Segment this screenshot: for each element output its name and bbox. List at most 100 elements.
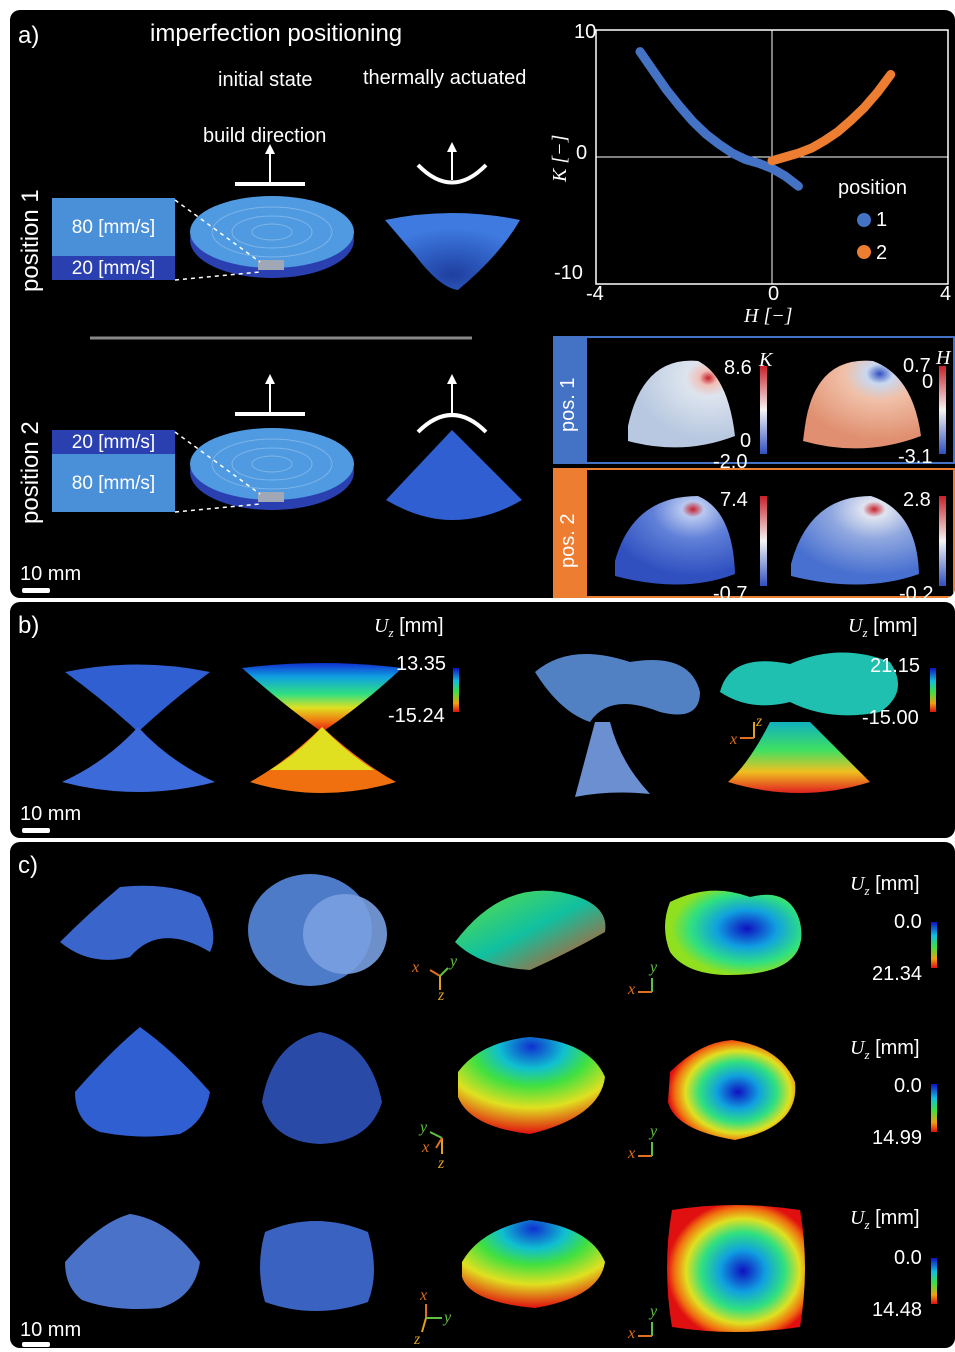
c-row1-uz-label: Uz [mm] — [850, 873, 920, 898]
series-2-point — [835, 128, 841, 135]
c-r2-side-y: y — [420, 1119, 428, 1136]
c-r3-side-x: x — [420, 1287, 428, 1304]
y-tick-10: 10 — [574, 21, 597, 43]
series-1-point — [729, 150, 736, 157]
row2-speed-fast: 80 [mm/s] — [71, 473, 156, 494]
pos2-h-shell — [791, 496, 919, 585]
row2-speed-slow: 20 [mm/s] — [71, 432, 156, 453]
pos1-h-max: 0.7 — [903, 355, 931, 377]
legend-marker-1 — [857, 213, 871, 227]
b-left-max: 13.35 — [396, 653, 447, 675]
pos1-h-symbol: H — [936, 347, 951, 369]
c-r2-top-y: y — [650, 1123, 658, 1140]
panel-a-title: imperfection positioning — [150, 20, 403, 47]
panel-a-label: a) — [18, 22, 40, 49]
row1-layer-fast — [52, 198, 175, 256]
pos1-k-max: 8.6 — [724, 357, 752, 379]
chart-marks — [596, 30, 948, 284]
c-r1-top-x: x — [628, 981, 636, 998]
c-row1-photo-side — [60, 885, 214, 960]
pos1-k-colorbar — [760, 366, 767, 454]
panel-a-scale-bar — [22, 588, 50, 593]
c-r1-side-z: z — [438, 987, 445, 1004]
series-2-point — [795, 150, 802, 157]
y-tick-neg10: -10 — [554, 262, 583, 284]
c-row2-bottom-value: 14.99 — [872, 1127, 923, 1149]
c-row3-uz-label: Uz [mm] — [850, 1207, 920, 1232]
pos1-tag — [553, 336, 585, 464]
c-r3-top-x: x — [628, 1325, 636, 1342]
series-1-band — [635, 47, 803, 191]
c-row2-colorbar — [931, 1084, 937, 1132]
c-row2-photo-top — [262, 1032, 382, 1144]
pos1-k-zero: 0 — [740, 430, 752, 452]
series-1-point — [716, 141, 723, 148]
c-row2-uz-label: Uz [mm] — [850, 1037, 920, 1062]
b-axis-x: x — [730, 731, 738, 748]
panel-a-illustration — [90, 142, 522, 520]
row1-speed-fast: 80 [mm/s] — [71, 217, 156, 238]
c-row3-photo-side — [65, 1214, 200, 1309]
series-1-point — [689, 118, 696, 125]
pos1-h-shell — [803, 360, 921, 449]
c-r3-top-y: y — [650, 1303, 658, 1320]
panel-c-label: c) — [18, 852, 38, 879]
series-1-point — [637, 48, 643, 55]
series-2-point — [821, 137, 828, 144]
panel-b-scale-bar — [22, 828, 50, 833]
c-axis-triads — [421, 967, 653, 1337]
b-left-uz-label: Uz [mm] — [374, 615, 444, 640]
c-row1-bottom-value: 21.34 — [872, 963, 923, 985]
series-1-point — [663, 86, 670, 93]
pos2-h-max: 2.8 — [903, 489, 931, 511]
panel-b-label: b) — [18, 612, 40, 639]
b-right-max: 21.15 — [870, 655, 921, 677]
b-left-min: -15.24 — [388, 705, 445, 727]
pos1-k-shell — [628, 360, 735, 448]
c-r1-side-y: y — [450, 953, 458, 970]
pos1-h-zero: 0 — [922, 371, 934, 393]
row2-actuated-shell — [386, 374, 522, 520]
legend-label-2: 2 — [876, 242, 888, 264]
pos1-h-min: -3.1 — [898, 446, 933, 468]
x-tick-neg4: -4 — [586, 283, 604, 305]
pos2-h-colorbar — [939, 496, 946, 586]
series-1-point — [795, 183, 802, 190]
pos2-k-min: -0.7 — [713, 583, 748, 598]
c-row3-sim-top — [667, 1205, 805, 1332]
series-2-point — [808, 145, 815, 152]
pos1-h-colorbar — [939, 366, 946, 454]
c-row3-bottom-value: 14.48 — [872, 1299, 923, 1321]
b-right-colorbar — [930, 668, 936, 712]
legend-label-1: 1 — [876, 209, 888, 231]
row1-disc — [174, 196, 354, 281]
x-tick-4: 4 — [940, 283, 952, 305]
c-r3-side-y: y — [444, 1309, 452, 1326]
series-1-point — [703, 131, 709, 138]
row1-speed-slow: 20 [mm/s] — [71, 258, 156, 279]
c-row3-photo-top — [260, 1221, 374, 1311]
pos1-k-symbol: K — [759, 349, 773, 371]
c-row3-sim-side — [462, 1220, 605, 1308]
series-2-point — [861, 104, 868, 111]
legend-marker-2 — [857, 245, 871, 259]
c-row2-top-value: 0.0 — [894, 1075, 922, 1097]
b-right-min: -15.00 — [862, 707, 919, 729]
x-tick-0: 0 — [768, 283, 780, 305]
legend-title: position — [838, 177, 907, 199]
c-r2-side-x: x — [422, 1139, 430, 1156]
series-2-point — [769, 157, 775, 164]
pos2-k-max: 7.4 — [720, 489, 748, 511]
row2-disc — [174, 428, 354, 513]
c-row1-sim-top — [665, 890, 802, 976]
build-direction-label: build direction — [203, 125, 327, 147]
b-right-uz-label: Uz [mm] — [848, 615, 918, 640]
series-1-point — [650, 67, 657, 74]
panel-b-illustration — [62, 652, 936, 797]
c-row3-colorbar — [931, 1258, 937, 1304]
b-photo-twisted — [535, 654, 700, 797]
c-row2-sim-top — [668, 1040, 796, 1140]
y-tick-0: 0 — [576, 142, 588, 164]
panel-b-scale-label: 10 mm — [20, 803, 82, 825]
c-r1-top-y: y — [650, 959, 658, 976]
